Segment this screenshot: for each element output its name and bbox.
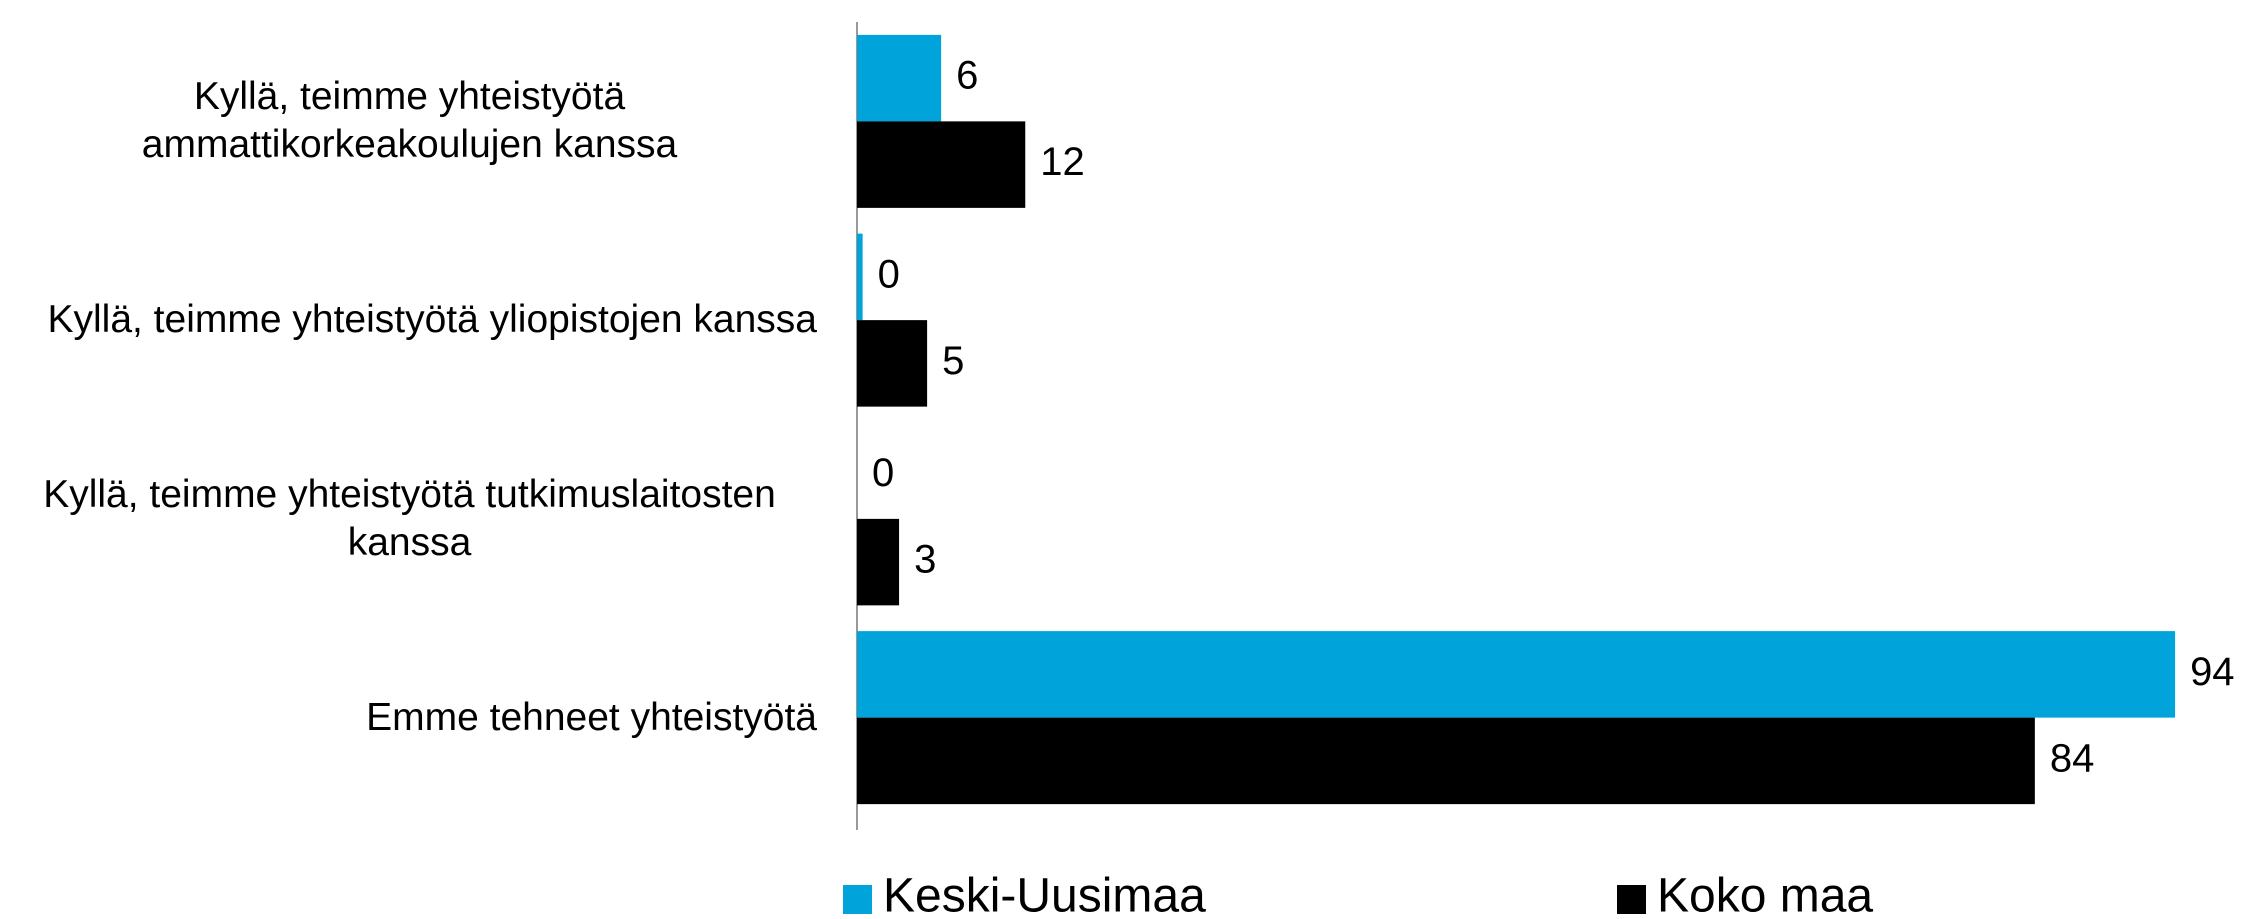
data-label: 12 (1040, 140, 1085, 184)
bar (857, 233, 863, 321)
category-label: Emme tehneet yhteistyötä (366, 695, 817, 739)
bar (857, 121, 1026, 208)
legend-label: Koko maa (1657, 870, 1873, 919)
bar (857, 34, 942, 122)
category-label: Kyllä, teimme yhteistyötä yliopistojen k… (47, 298, 817, 342)
data-label: 84 (2050, 736, 2095, 780)
category-label-box: Emme tehneet yhteistyötä (0, 618, 817, 817)
bar (857, 717, 2035, 805)
bar (857, 320, 928, 407)
bar (857, 631, 2176, 718)
bar (857, 518, 900, 606)
data-label: 0 (878, 252, 900, 296)
legend-label: Keski-Uusimaa (883, 870, 1206, 919)
category-label: Kyllä, teimme yhteistyötä ammattikorkeak… (141, 75, 678, 167)
data-label: 5 (942, 339, 964, 383)
data-label: 6 (956, 54, 978, 98)
legend-swatch (843, 885, 872, 914)
category-label-box: Kyllä, teimme yhteistyötä yliopistojen k… (0, 221, 817, 420)
legend-swatch (1617, 885, 1646, 914)
category-label: Kyllä, teimme yhteistyötä tutkimuslaitos… (43, 472, 776, 564)
data-label: 3 (914, 538, 936, 582)
category-label-box: Kyllä, teimme yhteistyötä ammattikorkeak… (0, 22, 817, 221)
data-label: 0 (872, 451, 894, 495)
category-label-box: Kyllä, teimme yhteistyötä tutkimuslaitos… (0, 420, 817, 619)
data-label: 94 (2190, 650, 2235, 694)
